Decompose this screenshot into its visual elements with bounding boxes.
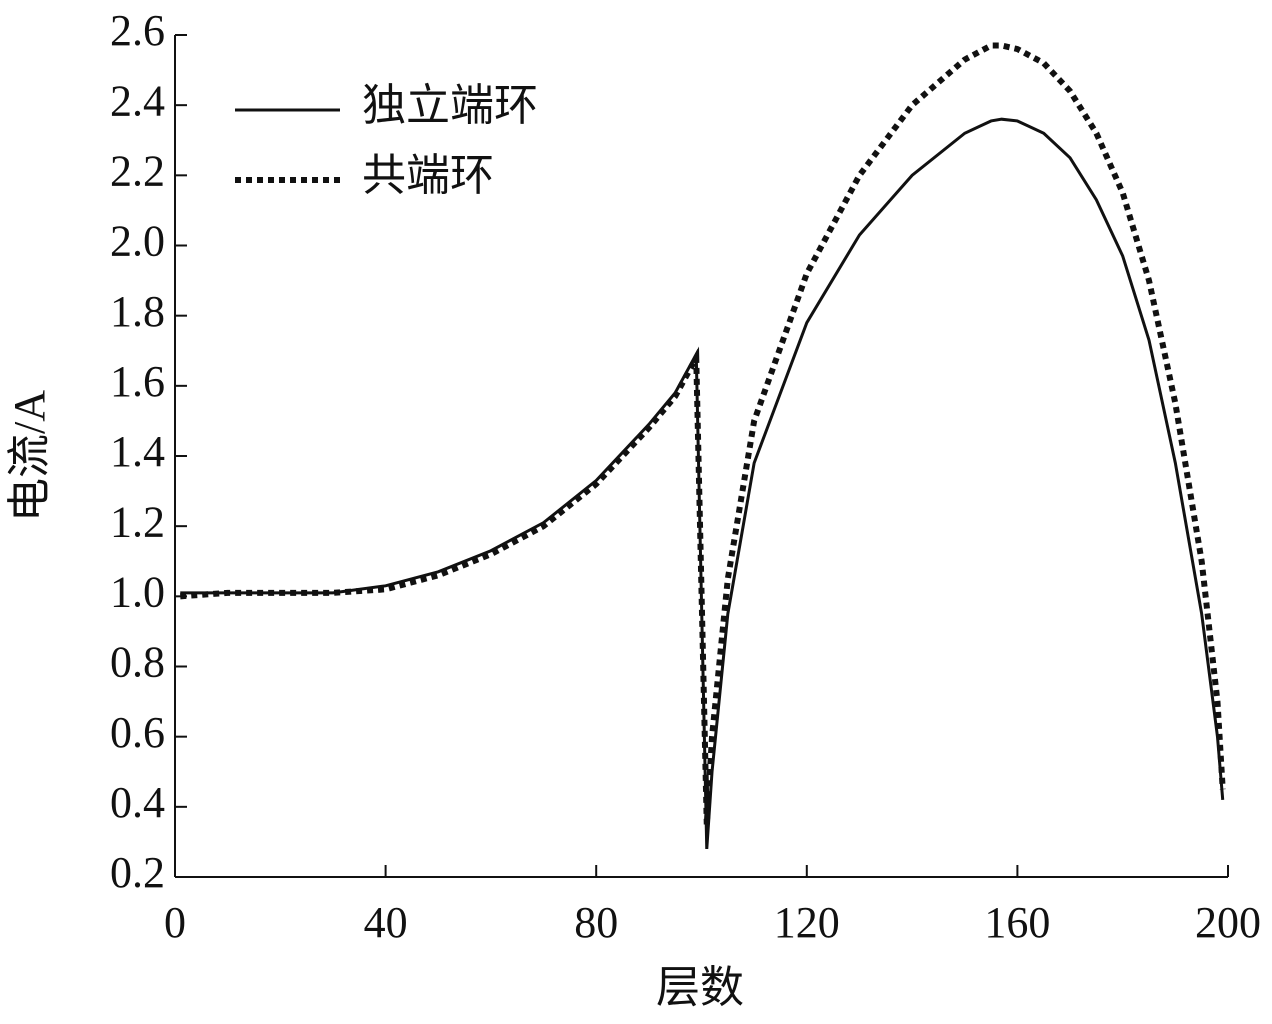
y-tick-label: 2.4 [110,76,165,125]
x-tick-label: 120 [774,898,840,947]
y-tick-label: 1.0 [110,567,165,616]
y-tick-label: 2.0 [110,217,165,266]
x-tick-label: 40 [364,898,408,947]
y-tick-label: 2.2 [110,146,165,195]
y-tick-label: 2.6 [110,6,165,55]
y-tick-label: 0.6 [110,708,165,757]
y-tick-label: 1.2 [110,497,165,546]
y-tick-label: 0.4 [110,778,165,827]
series-line [180,117,1225,850]
legend-label: 共端环 [362,151,494,200]
series-line [180,42,1226,825]
x-axis-label: 层数 [656,963,744,1012]
y-tick-label: 1.8 [110,287,165,336]
x-tick-label: 200 [1195,898,1261,947]
y-tick-label: 1.6 [110,357,165,406]
y-axis-label: 电流/A [5,390,54,522]
x-tick-label: 80 [574,898,618,947]
legend-label: 独立端环 [362,81,538,130]
y-tick-label: 1.4 [110,427,165,476]
x-tick-label: 160 [984,898,1050,947]
y-tick-label: 0.2 [110,848,165,897]
y-tick-label: 0.8 [110,638,165,687]
x-tick-label: 0 [164,898,186,947]
